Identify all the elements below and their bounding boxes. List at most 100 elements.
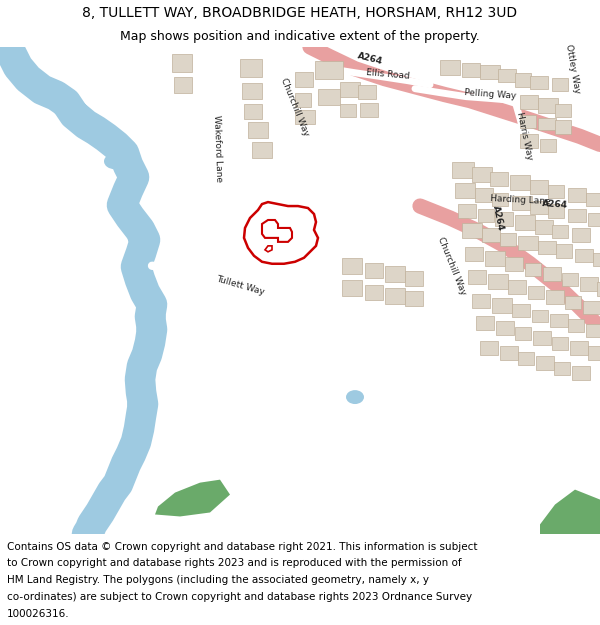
Bar [552, 225, 568, 238]
Bar [538, 118, 556, 131]
Bar [568, 209, 586, 222]
Text: A264: A264 [542, 199, 568, 209]
Bar [385, 266, 405, 282]
Bar [490, 173, 508, 186]
Bar [597, 282, 600, 296]
Text: Ottley Way: Ottley Way [564, 43, 582, 94]
Text: A264: A264 [491, 204, 505, 232]
Polygon shape [265, 246, 272, 252]
Text: Map shows position and indicative extent of the property.: Map shows position and indicative extent… [120, 30, 480, 43]
Text: HM Land Registry. The polygons (including the associated geometry, namely x, y: HM Land Registry. The polygons (includin… [7, 575, 429, 585]
Bar [365, 284, 383, 299]
Ellipse shape [104, 153, 126, 169]
Bar [405, 291, 423, 306]
Bar [548, 185, 564, 198]
Text: 100026316.: 100026316. [7, 609, 70, 619]
Bar [512, 304, 530, 318]
Bar [462, 223, 482, 238]
Bar [174, 77, 192, 92]
Bar [580, 277, 598, 291]
Bar [318, 89, 340, 104]
Bar [342, 279, 362, 296]
Bar [583, 301, 600, 314]
Text: Churchill Way: Churchill Way [436, 236, 468, 296]
Bar [538, 98, 558, 112]
Bar [568, 319, 584, 332]
Bar [252, 142, 272, 158]
Text: Harris Way: Harris Way [515, 112, 533, 161]
Bar [518, 352, 534, 365]
Bar [586, 324, 600, 338]
Bar [518, 236, 538, 250]
Bar [520, 134, 538, 148]
Polygon shape [262, 220, 292, 242]
Bar [248, 122, 268, 138]
Bar [240, 59, 262, 77]
Bar [498, 69, 516, 82]
Polygon shape [244, 202, 318, 264]
Bar [500, 346, 518, 360]
Bar [405, 271, 423, 286]
Bar [520, 114, 536, 129]
Bar [455, 183, 475, 198]
Bar [555, 104, 571, 116]
Bar [340, 82, 360, 97]
Bar [452, 162, 474, 178]
Bar [480, 65, 500, 79]
Bar [556, 244, 572, 258]
Text: Contains OS data © Crown copyright and database right 2021. This information is : Contains OS data © Crown copyright and d… [7, 542, 478, 552]
Bar [530, 76, 548, 89]
Bar [548, 204, 564, 218]
Text: co-ordinates) are subject to Crown copyright and database rights 2023 Ordnance S: co-ordinates) are subject to Crown copyr… [7, 592, 472, 602]
Bar [568, 188, 586, 202]
Bar [295, 109, 315, 124]
Bar [570, 341, 588, 355]
Bar [533, 331, 551, 346]
Polygon shape [155, 479, 230, 516]
Bar [530, 180, 548, 194]
Bar [508, 279, 526, 294]
Polygon shape [540, 489, 600, 534]
Bar [510, 175, 530, 190]
Bar [546, 289, 564, 304]
Bar [485, 251, 505, 266]
Bar [496, 321, 514, 336]
Bar [495, 212, 513, 226]
Bar [365, 262, 383, 278]
Bar [588, 213, 600, 226]
Bar [528, 286, 544, 299]
Text: Pelling Way: Pelling Way [464, 88, 516, 101]
Bar [505, 257, 523, 271]
Bar [565, 296, 581, 309]
Bar [500, 233, 516, 246]
Bar [482, 228, 500, 242]
Bar [440, 60, 460, 75]
Bar [480, 341, 498, 355]
Bar [538, 241, 556, 254]
Bar [462, 62, 480, 77]
Bar [468, 270, 486, 284]
Bar [242, 82, 262, 99]
Bar [572, 228, 590, 242]
Bar [295, 92, 311, 107]
Text: 8, TULLETT WAY, BROADBRIDGE HEATH, HORSHAM, RH12 3UD: 8, TULLETT WAY, BROADBRIDGE HEATH, HORSH… [82, 6, 518, 20]
Bar [385, 288, 405, 304]
Bar [520, 94, 538, 109]
Bar [535, 220, 553, 234]
Bar [478, 209, 494, 222]
Bar [555, 121, 571, 134]
Bar [575, 249, 593, 262]
Bar [536, 356, 554, 370]
Bar [562, 272, 578, 286]
Bar [550, 314, 568, 328]
Text: Tullett Way: Tullett Way [215, 274, 265, 297]
Bar [593, 253, 600, 266]
Bar [552, 338, 568, 351]
Ellipse shape [346, 390, 364, 404]
Text: Harding Lane: Harding Lane [490, 194, 550, 206]
Bar [532, 309, 548, 322]
Bar [475, 188, 493, 202]
Bar [515, 328, 531, 341]
Bar [458, 204, 476, 218]
Bar [552, 78, 568, 91]
